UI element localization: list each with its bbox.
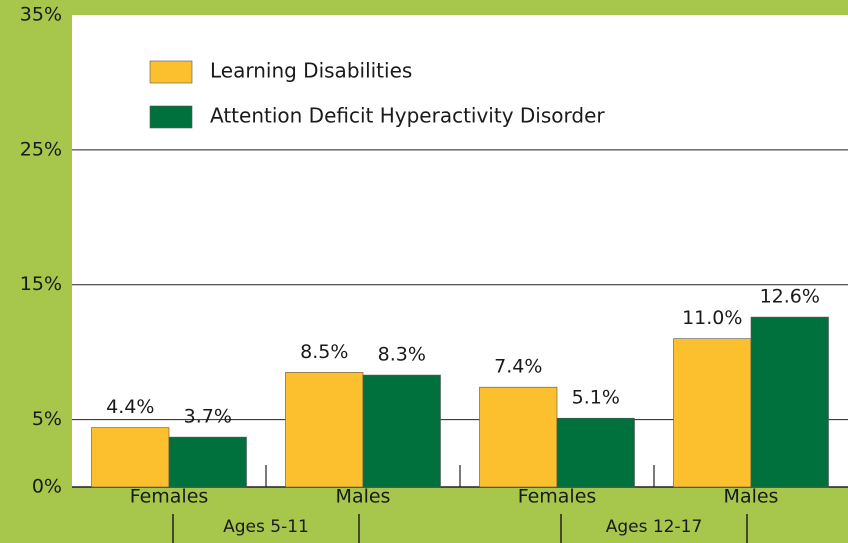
group-label: Ages 12-17	[606, 517, 703, 537]
legend-swatch	[149, 60, 193, 84]
bar	[362, 374, 441, 488]
value-label: 4.4%	[106, 396, 154, 418]
value-label: 5.1%	[572, 387, 620, 409]
bar	[168, 436, 247, 488]
y-tick-label: 15%	[20, 273, 62, 295]
bar	[91, 427, 170, 488]
bar	[673, 338, 752, 488]
value-label: 12.6%	[760, 286, 820, 308]
value-label: 3.7%	[184, 406, 232, 428]
legend-label: Learning Disabilities	[210, 59, 412, 83]
group-label: Ages 5-11	[223, 517, 309, 537]
x-tick-label: Males	[336, 486, 391, 508]
value-label: 7.4%	[494, 356, 542, 378]
y-tick-label: 25%	[20, 138, 62, 160]
value-label: 8.3%	[378, 344, 426, 366]
bar	[750, 316, 829, 488]
value-label: 11.0%	[682, 307, 742, 329]
x-tick-label: Females	[518, 486, 597, 508]
x-tick-label: Males	[724, 486, 779, 508]
legend-swatch	[149, 105, 193, 129]
value-label: 8.5%	[300, 341, 348, 363]
bar	[556, 417, 635, 488]
y-tick-label: 0%	[32, 476, 62, 498]
bar	[479, 386, 558, 488]
x-tick-label: Females	[130, 486, 209, 508]
legend-label: Attention Deficit Hyperactivity Disorder	[210, 104, 605, 128]
y-tick-label: 35%	[20, 4, 62, 26]
y-tick-label: 5%	[32, 408, 62, 430]
bar	[285, 372, 364, 488]
